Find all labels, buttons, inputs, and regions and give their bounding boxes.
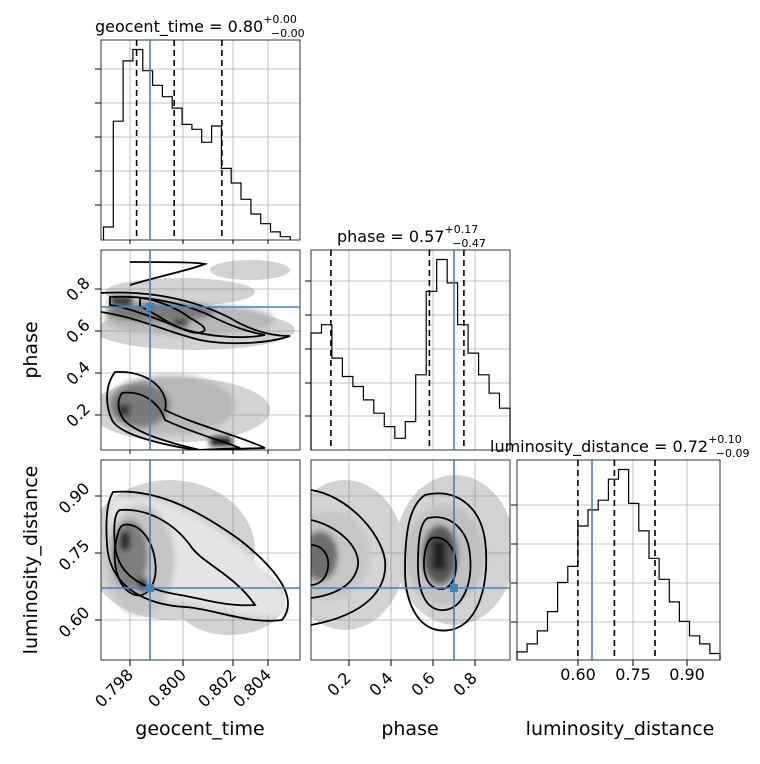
panel-luminosity-distance-hist: 0.60 0.75 0.90 luminosity_distance lumin… <box>490 433 750 740</box>
xtick-label: 0.75 <box>615 665 651 684</box>
ticks-ld-vs-phase <box>348 660 476 666</box>
grid-geocent-time-hist <box>101 40 300 240</box>
title-phase: phase = 0.57+0.17 −0.47 <box>337 223 486 250</box>
panel-phase-hist: phase = 0.57+0.17 −0.47 <box>305 223 511 451</box>
ticks-ld-vs-geocent-time <box>95 495 269 666</box>
xticklabels-luminosity-distance: 0.60 0.75 0.90 <box>560 665 705 684</box>
histogram-phase <box>310 258 511 450</box>
histogram-luminosity-distance <box>516 468 721 660</box>
xtick-label: 0.804 <box>229 665 275 711</box>
quantile-lines-geocent-time <box>135 40 223 240</box>
xtick-label: 0.60 <box>560 665 596 684</box>
xtick-label: 0.8 <box>449 668 480 699</box>
ytick-label: 0.60 <box>55 603 94 642</box>
ticks-ld-hist <box>511 504 688 666</box>
density-ld-vs-phase <box>311 475 510 632</box>
ytick-label: 0.4 <box>62 357 93 388</box>
ytick-label: 0.2 <box>62 399 93 430</box>
xtick-label: 0.802 <box>194 665 240 711</box>
xtick-label: 0.798 <box>91 665 137 711</box>
injection-marker-c <box>450 584 458 592</box>
xtick-label: 0.800 <box>144 665 190 711</box>
yticklabels-luminosity-distance: 0.60 0.75 0.90 <box>55 479 94 642</box>
xticklabels-phase: 0.2 0.4 0.6 0.8 <box>323 668 480 699</box>
ytick-label: 0.8 <box>62 273 93 304</box>
density-phase-vs-geocent-time <box>101 260 295 450</box>
xtick-label: 0.6 <box>407 668 438 699</box>
ticks-phase-vs-geocent-time <box>95 288 269 454</box>
panel-luminosity-distance-vs-geocent-time: 0.60 0.75 0.90 0.798 0.800 0.802 0.804 g… <box>20 459 301 740</box>
title-luminosity-distance: luminosity_distance = 0.72+0.10 −0.09 <box>490 433 750 460</box>
frame-ld-vs-geocent-time <box>100 459 301 661</box>
frame-ld-hist <box>516 459 721 661</box>
injection-marker-a <box>146 303 154 311</box>
ylabel-phase: phase <box>20 321 42 378</box>
panel-luminosity-distance-vs-phase: 0.2 0.4 0.6 0.8 phase <box>310 459 511 740</box>
quantile-lines-luminosity-distance <box>577 460 656 660</box>
xtick-label: 0.2 <box>323 668 354 699</box>
grid-phase-hist <box>311 250 510 450</box>
frame-phase-vs-geocent-time <box>100 249 301 451</box>
xticklabels-geocent-time: 0.798 0.800 0.802 0.804 <box>91 665 275 711</box>
xlabel-luminosity-distance: luminosity_distance <box>526 718 715 740</box>
xlabel-geocent-time: geocent_time <box>135 718 264 740</box>
ytick-label: 0.6 <box>62 315 93 346</box>
frame-ld-vs-phase <box>310 459 511 661</box>
frame-phase-hist <box>310 249 511 451</box>
injection-marker-b <box>146 584 154 592</box>
xlabel-phase: phase <box>381 718 438 740</box>
panel-phase-vs-geocent-time: 0.2 0.4 0.6 0.8 phase <box>20 249 301 454</box>
ytick-label: 0.75 <box>55 536 94 575</box>
ticks-geocent-time-hist <box>95 68 269 244</box>
xtick-label: 0.4 <box>365 668 396 699</box>
density-ld-vs-geocent-time <box>101 480 290 635</box>
quantile-lines-phase <box>330 250 465 450</box>
ylabel-luminosity-distance: luminosity_distance <box>20 466 42 655</box>
ticks-phase-hist <box>305 280 311 417</box>
histogram-geocent-time <box>102 48 291 240</box>
yticklabels-phase: 0.2 0.4 0.6 0.8 <box>62 273 93 430</box>
ytick-label: 0.90 <box>55 479 94 518</box>
panel-geocent-time-hist: geocent_time = 0.80+0.00 −0.00 <box>95 13 305 244</box>
frame-geocent-time-hist <box>100 39 301 241</box>
xtick-label: 0.90 <box>669 665 705 684</box>
title-geocent-time: geocent_time = 0.80+0.00 −0.00 <box>95 13 305 40</box>
